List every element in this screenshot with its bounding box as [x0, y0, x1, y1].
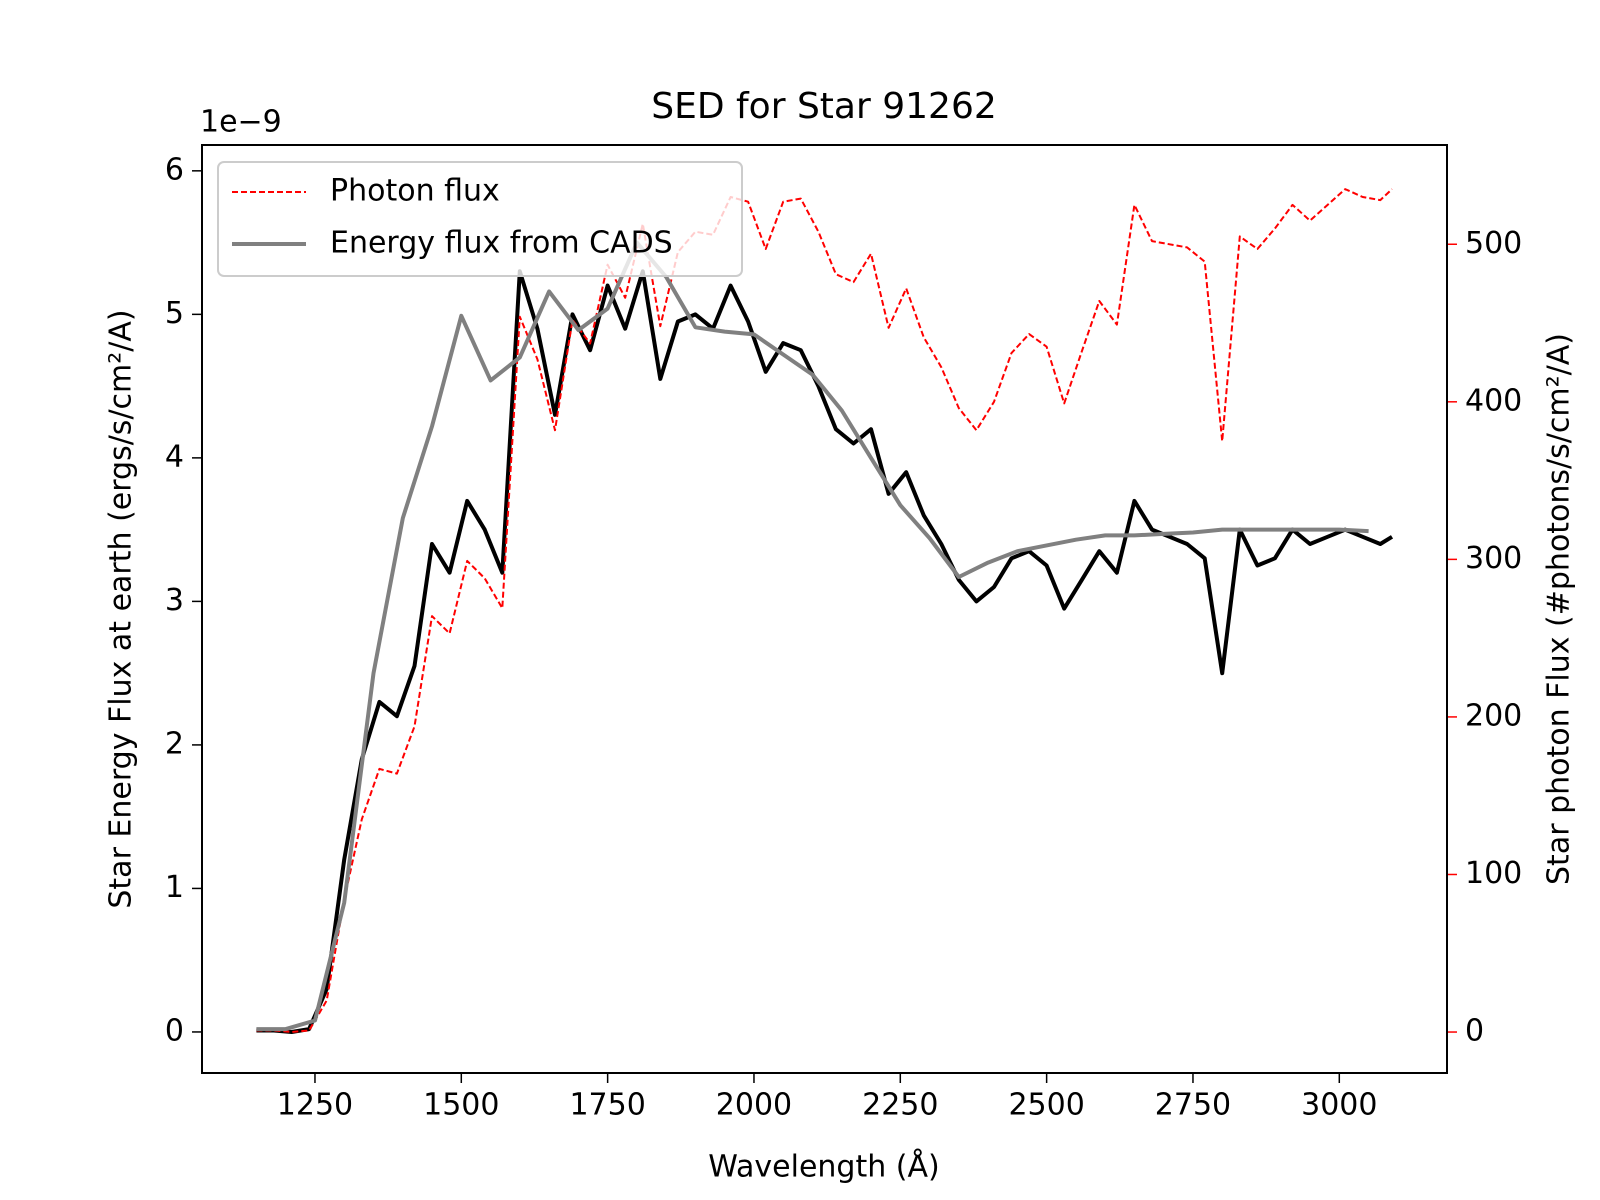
series-line	[256, 269, 1394, 1034]
y-tick-label: 3	[165, 583, 184, 618]
y2-tick-label: 500	[1465, 226, 1522, 261]
y-axis-label: Star Energy Flux at earth (ergs/s/cm²/A)	[104, 309, 139, 908]
x-tick-label: 3000	[1301, 1088, 1377, 1123]
x-tick-label: 1500	[423, 1088, 499, 1123]
y2-tick-label: 100	[1465, 856, 1522, 891]
y2-axis-label: Star photon Flux (#photons/s/cm²/A)	[1542, 333, 1577, 885]
legend: Photon flux Energy flux from CADS	[217, 161, 743, 277]
y-tick-label: 5	[165, 296, 184, 331]
x-tick-label: 2750	[1155, 1088, 1231, 1123]
x-tick-label: 2000	[716, 1088, 792, 1123]
y-tick-label: 0	[165, 1013, 184, 1048]
y-tick-label: 1	[165, 870, 184, 905]
x-tick-label: 2250	[862, 1088, 938, 1123]
plot-frame	[201, 144, 1448, 1074]
x-tick-label: 1750	[569, 1088, 645, 1123]
legend-label: Photon flux	[330, 174, 500, 209]
y2-tick-label: 400	[1465, 383, 1522, 418]
y-offset-label: 1e−9	[200, 105, 282, 140]
y-tick-label: 4	[165, 439, 184, 474]
series-line	[256, 240, 1369, 1032]
y2-tick-label: 300	[1465, 541, 1522, 576]
x-tick-label: 1250	[277, 1088, 353, 1123]
series-line	[256, 188, 1393, 1033]
y2-tick-label: 200	[1465, 698, 1522, 733]
legend-box	[217, 161, 743, 277]
y-tick-label: 2	[165, 726, 184, 761]
x-axis-label: Wavelength (Å)	[708, 1149, 939, 1185]
y-tick-label: 6	[165, 152, 184, 187]
legend-label: Energy flux from CADS	[330, 226, 673, 261]
x-tick-label: 2500	[1008, 1088, 1084, 1123]
chart-title: SED for Star 91262	[651, 86, 997, 127]
y2-tick-label: 0	[1465, 1014, 1484, 1049]
